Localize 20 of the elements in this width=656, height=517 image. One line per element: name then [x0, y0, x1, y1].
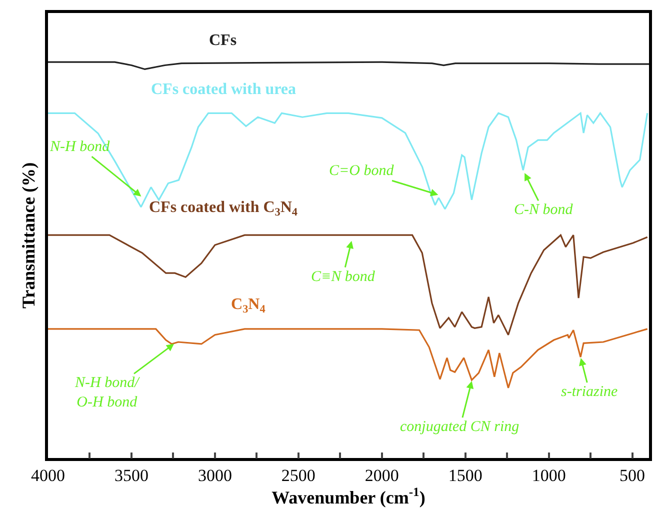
x-tick-label: 2500	[281, 466, 316, 486]
series-label: C$_{3}$N$_{4}$	[231, 296, 266, 316]
annotation: N-H bond/ O-H bond	[74, 375, 141, 410]
annotation: s-triazine	[561, 384, 618, 400]
annotation: C≡N bond	[311, 269, 376, 285]
series-label: CFs coated with C$_{3}$N$_{4}$	[149, 199, 298, 218]
series-label: CFs	[209, 32, 237, 49]
x-tick-label: 3500	[114, 466, 148, 486]
x-tick-label: 500	[620, 466, 646, 486]
series-label: CFs coated with urea	[151, 81, 296, 98]
x-axis-title: Wavenumber (cm$^{-1}$)	[272, 485, 426, 508]
y-axis-title: Transmittance (%)	[18, 162, 38, 309]
x-tick-label: 3000	[198, 466, 232, 486]
annotation: C=O bond	[329, 163, 394, 179]
x-tick-label: 1000	[532, 466, 566, 486]
x-tick-label: 2000	[364, 466, 399, 486]
x-tick-label: 1500	[448, 466, 482, 486]
annotation: conjugated CN ring	[400, 419, 520, 435]
annotation: C-N bond	[514, 202, 574, 218]
x-tick-label: 4000	[31, 466, 65, 486]
